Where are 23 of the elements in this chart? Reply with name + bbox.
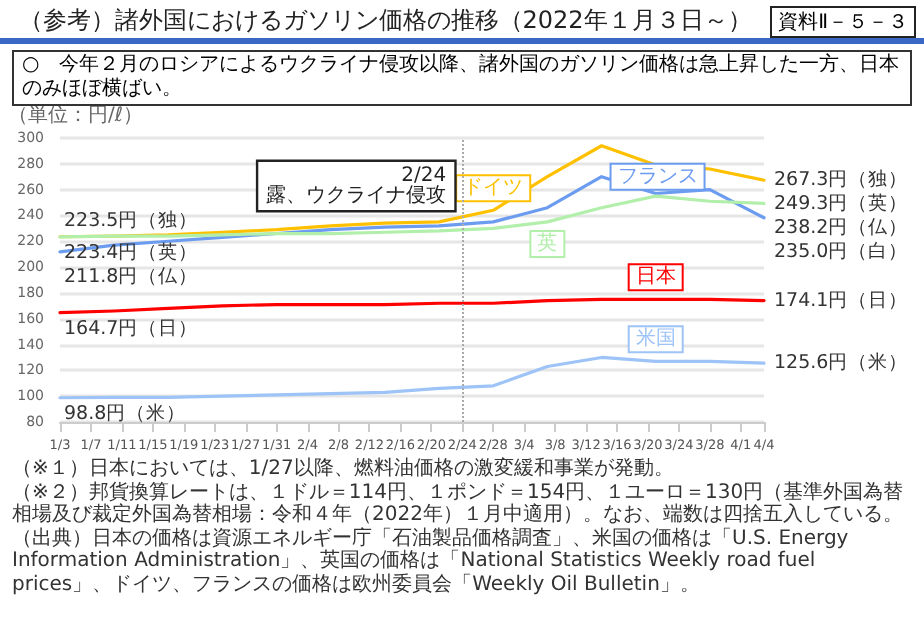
data-label: 125.6円（米） <box>774 350 909 375</box>
data-label: 211.8円（仏） <box>64 265 199 288</box>
data-label: 249.3円（英） <box>774 191 909 216</box>
ref-line-label: 2/24 露、ウクライナ侵攻 <box>266 165 447 207</box>
series-label: ドイツ <box>463 177 524 200</box>
chart-subtitle: ○ 今年２月のロシアによるウクライナ侵攻以降、諸外国のガソリン価格は急上昇した一方、日本のみほぼ横ばい。 <box>12 50 912 106</box>
data-label: 223.4円（英） <box>64 239 199 264</box>
data-label: 223.5円（独） <box>64 207 199 232</box>
series-label: フランス <box>617 165 698 188</box>
data-label: 267.3円（独） <box>774 167 909 192</box>
series-label: 英 <box>537 230 558 255</box>
data-label: 238.2円（仏） <box>774 217 909 240</box>
text: （※１）日本においては、1/27以降、燃料油価格の激変緩和事業が発動。 <box>12 458 676 481</box>
text: （※２）邦貨換算レートは、１ドル＝114円、１ポンド＝154円、１ユーロ＝130円（基準外国為替相場及び裁定外国為替相場：令和４年（2022年）１月中適用）。なお、端数は四捨五入している。 <box>12 481 906 527</box>
data-label: 98.8円（米） <box>64 400 187 425</box>
data-label: 164.7円（日） <box>64 317 199 340</box>
series-label: 米国 <box>635 326 676 351</box>
text: 資料Ⅱ－５－３ <box>770 5 916 37</box>
data-label: 174.1円（日） <box>774 289 909 312</box>
chart-title: （参考）諸外国におけるガソリン価格の推移（2022年１月３日～） <box>16 4 754 38</box>
annotation: 235.0円（白） <box>774 239 909 264</box>
text: （出典）日本の価格は資源エネルギー庁「石油製品価格調査」、米国の価格は「U.S. Energy Information Administration」、英国の価格は「National Statistics Weekly road fuel prices」、ドイツ、フランスの価格は欧州委員会「Weekly Oil Bulletin」。 <box>12 527 851 596</box>
series-label: 日本 <box>635 264 676 289</box>
